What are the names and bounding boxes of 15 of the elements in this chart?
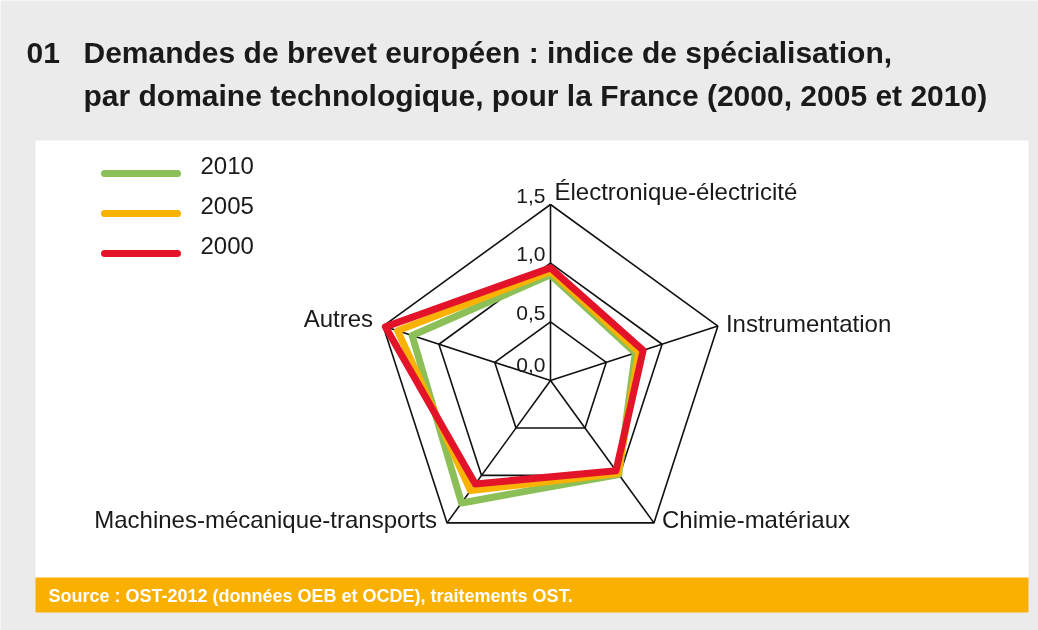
spoke-label: Électronique-électricité: [554, 178, 798, 205]
y-tick-label: 1,0: [516, 242, 546, 266]
spoke-label: Machines-mécanique-transports: [94, 506, 438, 534]
text: 01: [26, 35, 60, 69]
spoke-label: Instrumentation: [725, 309, 892, 337]
legend-label: 2000: [200, 232, 254, 259]
source-note: Source : OST-2012 (données OEB et OCDE), traitements OST.: [48, 585, 573, 606]
y-tick-label: 0,5: [516, 300, 546, 324]
legend-label: 2010: [200, 152, 254, 179]
legend-label: 2005: [200, 192, 254, 219]
y-tick-label: 0,0: [516, 352, 546, 376]
chart-title: Demandes de brevet européen : indice de spécialisation, par domaine technologique, pour la France (2000, 2005 et 2010): [83, 36, 988, 112]
spoke-label: Chimie-matériaux: [661, 506, 851, 534]
y-tick-label: 1,5: [516, 183, 546, 207]
spoke-label: Autres: [303, 304, 374, 332]
